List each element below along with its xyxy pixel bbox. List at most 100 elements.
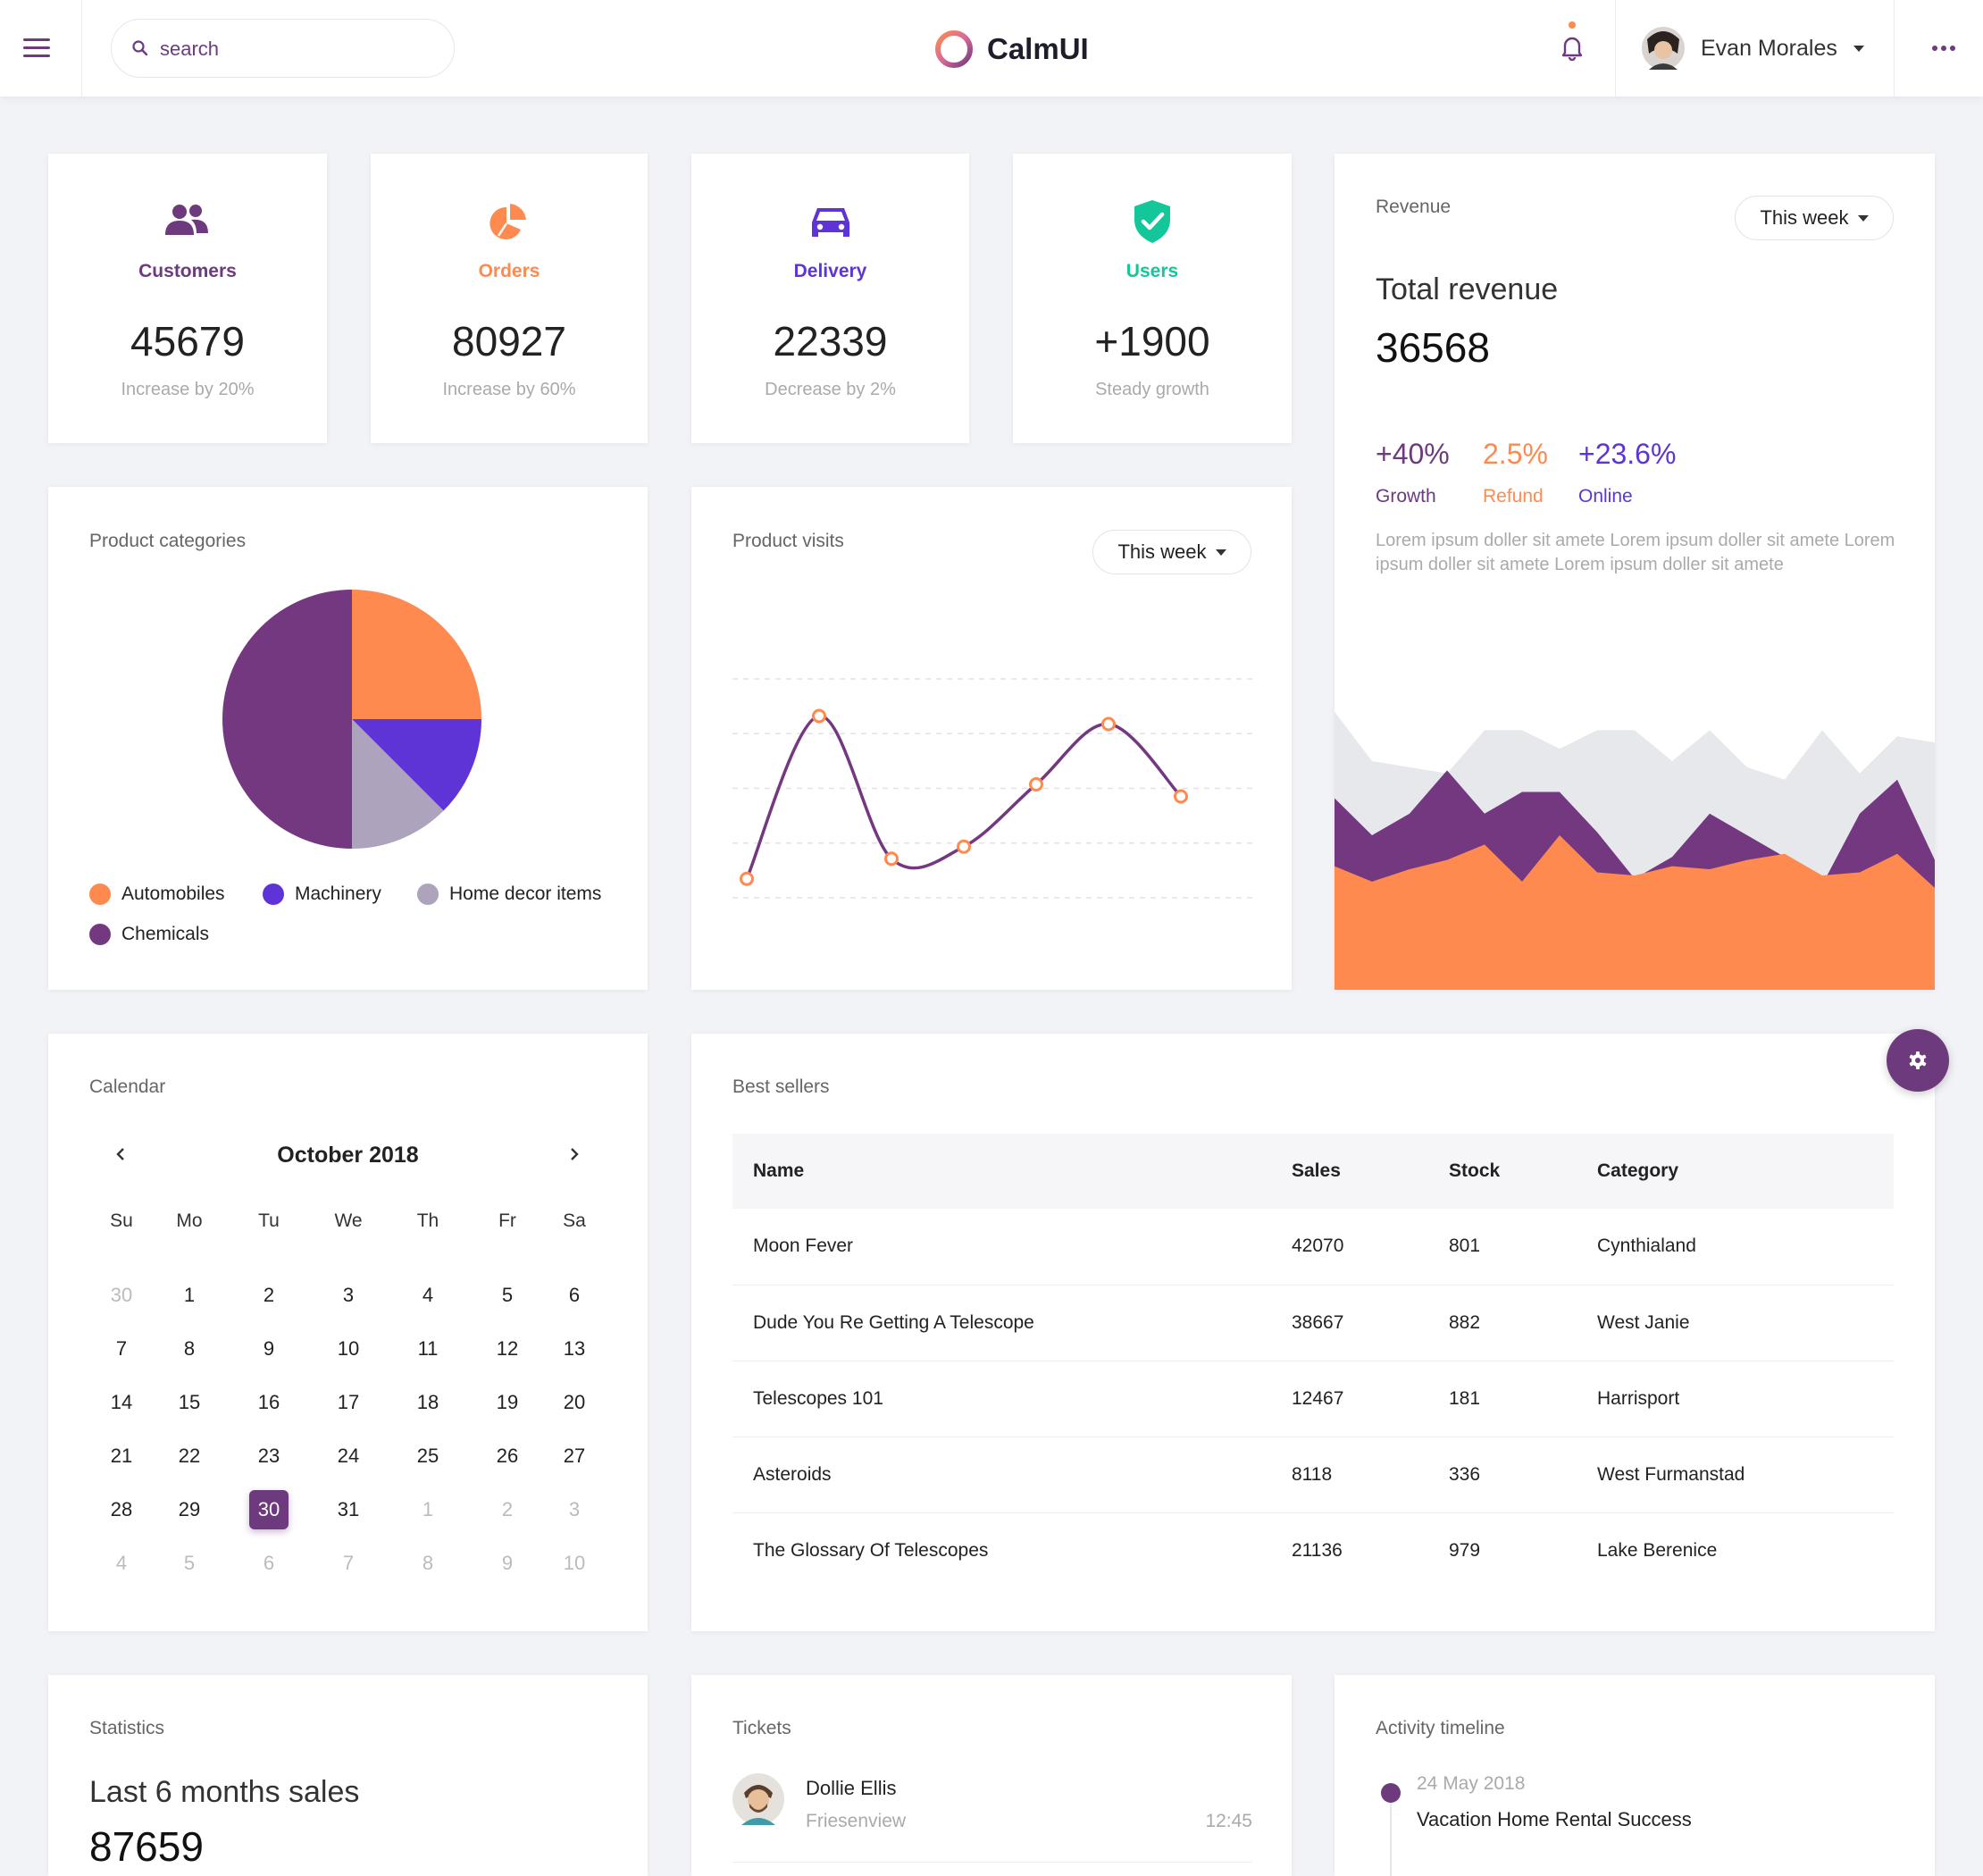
calendar-day[interactable]: 2 bbox=[263, 1284, 275, 1306]
metric-online-value: +23.6% bbox=[1578, 438, 1677, 470]
calendar-day[interactable]: 12 bbox=[496, 1337, 519, 1360]
cell-stock: 181 bbox=[1428, 1361, 1577, 1437]
area-series-3 bbox=[1335, 835, 1935, 990]
calendar-day[interactable]: 2 bbox=[501, 1498, 514, 1520]
tickets-card: Tickets Dollie Ellis Friesenview 12:45 bbox=[691, 1675, 1292, 1876]
calendar-day[interactable]: 19 bbox=[496, 1391, 519, 1413]
column-header-stock: Stock bbox=[1428, 1134, 1577, 1209]
more-options-icon[interactable] bbox=[1932, 46, 1955, 51]
metric-growth-value: +40% bbox=[1376, 438, 1450, 470]
calendar-day[interactable]: 7 bbox=[115, 1337, 128, 1360]
calendar-day[interactable]: 1 bbox=[183, 1284, 196, 1306]
pie-slice-home-decor-items[interactable] bbox=[352, 719, 444, 849]
menu-icon[interactable] bbox=[23, 38, 50, 58]
data-point[interactable] bbox=[957, 839, 971, 854]
data-point[interactable] bbox=[740, 871, 754, 886]
chevron-right-icon[interactable] bbox=[568, 1146, 581, 1162]
calendar-day[interactable]: 10 bbox=[337, 1337, 360, 1360]
calendar-day[interactable]: 26 bbox=[496, 1445, 519, 1467]
timeline-text[interactable]: Vacation Home Rental Success bbox=[1417, 1808, 1692, 1830]
brand-logo[interactable]: CalmUI bbox=[933, 29, 1089, 70]
calendar-day[interactable]: 30 bbox=[110, 1284, 133, 1306]
period-dropdown[interactable]: This week bbox=[1092, 530, 1251, 574]
table-row[interactable]: Moon Fever 42070 801 Cynthialand bbox=[732, 1209, 1894, 1286]
calendar-day[interactable]: 3 bbox=[342, 1284, 355, 1306]
data-point[interactable] bbox=[1029, 777, 1043, 791]
metric-refund-value: 2.5% bbox=[1483, 438, 1548, 470]
cell-sales: 42070 bbox=[1271, 1209, 1428, 1286]
data-point[interactable] bbox=[1101, 716, 1116, 732]
search-input[interactable] bbox=[160, 36, 428, 63]
calendar-day[interactable]: 17 bbox=[337, 1391, 360, 1413]
calendar-day[interactable]: 31 bbox=[337, 1498, 360, 1520]
calendar-day[interactable]: 1 bbox=[422, 1498, 434, 1520]
calendar-day[interactable]: 23 bbox=[257, 1445, 280, 1467]
calendar-day[interactable]: 5 bbox=[183, 1552, 196, 1574]
calendar-day[interactable]: 3 bbox=[568, 1498, 581, 1520]
calendar-day[interactable]: 7 bbox=[342, 1552, 355, 1574]
table-row[interactable]: Dude You Re Getting A Telescope 38667 88… bbox=[732, 1285, 1894, 1361]
calendar-day[interactable]: 4 bbox=[115, 1552, 128, 1574]
calendar-day-selected[interactable]: 30 bbox=[249, 1490, 289, 1529]
pie-slice-chemicals[interactable] bbox=[222, 590, 352, 849]
top-bar: CalmUI Evan Morales bbox=[0, 0, 1983, 96]
card-title: Revenue bbox=[1376, 197, 1452, 217]
calendar-day[interactable]: 29 bbox=[178, 1498, 201, 1520]
calendar-day[interactable]: 13 bbox=[563, 1337, 586, 1360]
calendar-day[interactable]: 18 bbox=[416, 1391, 439, 1413]
user-menu[interactable]: Evan Morales bbox=[1642, 27, 1864, 70]
pie-slice-automobiles[interactable] bbox=[352, 590, 481, 719]
legend-item: Machinery bbox=[263, 884, 381, 905]
table-row[interactable]: Telescopes 101 12467 181 Harrisport bbox=[732, 1361, 1894, 1437]
calendar-day[interactable]: 9 bbox=[263, 1337, 275, 1360]
calendar-day[interactable]: 4 bbox=[422, 1284, 434, 1306]
calendar-day[interactable]: 8 bbox=[183, 1337, 196, 1360]
calendar-day[interactable]: 11 bbox=[417, 1337, 439, 1360]
calendar-day[interactable]: 14 bbox=[110, 1391, 133, 1413]
calendar-day[interactable]: 24 bbox=[337, 1445, 360, 1467]
best-sellers-table: Name Sales Stock Category Moon Fever 420… bbox=[732, 1134, 1894, 1588]
stat-card-orders: Orders 80927 Increase by 60% bbox=[371, 154, 648, 443]
ticket-name: Dollie Ellis bbox=[806, 1777, 897, 1799]
ticket-time: 12:45 bbox=[1205, 1811, 1252, 1831]
calendar-day[interactable]: 15 bbox=[178, 1391, 201, 1413]
calendar-day[interactable]: 8 bbox=[422, 1552, 434, 1574]
metric-growth-label: Growth bbox=[1376, 486, 1436, 507]
pie-slice-machinery[interactable] bbox=[352, 719, 481, 811]
calendar-day[interactable]: 6 bbox=[568, 1284, 581, 1306]
calendar-day[interactable]: 10 bbox=[563, 1552, 586, 1574]
calendar-day[interactable]: 22 bbox=[178, 1445, 201, 1467]
card-title: Activity timeline bbox=[1376, 1718, 1505, 1738]
cell-stock: 979 bbox=[1449, 1539, 1481, 1561]
calendar-day[interactable]: 25 bbox=[416, 1445, 439, 1467]
notification-button[interactable] bbox=[1559, 20, 1586, 64]
revenue-total: 36568 bbox=[1376, 324, 1490, 371]
calendar-day[interactable]: 27 bbox=[563, 1445, 586, 1467]
statistics-card: Statistics Last 6 months sales 87659 bbox=[48, 1675, 648, 1876]
revenue-description: Lorem ipsum doller sit amete Lorem ipsum… bbox=[1376, 531, 1895, 574]
table-row[interactable]: The Glossary Of Telescopes 21136 979 Lak… bbox=[732, 1512, 1894, 1588]
ring-logo-icon bbox=[935, 30, 973, 68]
data-point[interactable] bbox=[884, 851, 899, 867]
legend-label: Home decor items bbox=[449, 884, 602, 904]
calendar-day[interactable]: 9 bbox=[501, 1552, 514, 1574]
calendar-day[interactable]: 5 bbox=[501, 1284, 514, 1306]
chevron-left-icon[interactable] bbox=[114, 1146, 127, 1162]
data-point[interactable] bbox=[1174, 789, 1188, 804]
data-point[interactable] bbox=[812, 708, 826, 724]
car-icon bbox=[812, 208, 849, 237]
period-dropdown[interactable]: This week bbox=[1735, 196, 1894, 240]
table-row[interactable]: Asteroids 8118 336 West Furmanstad bbox=[732, 1436, 1894, 1513]
calendar-day[interactable]: 6 bbox=[263, 1552, 275, 1574]
settings-button[interactable] bbox=[1887, 1029, 1949, 1092]
calendar-day[interactable]: 21 bbox=[110, 1445, 133, 1467]
legend-item: Automobiles bbox=[89, 884, 225, 905]
stat-card-users: Users +1900 Steady growth bbox=[1013, 154, 1292, 443]
ticket-item[interactable]: Dollie Ellis Friesenview 12:45 bbox=[732, 1773, 1252, 1863]
revenue-area-chart bbox=[1335, 711, 1935, 990]
calendar-day[interactable]: 20 bbox=[563, 1391, 586, 1413]
search-box[interactable] bbox=[111, 19, 455, 78]
calendar-day[interactable]: 16 bbox=[257, 1391, 280, 1413]
calendar-day[interactable]: 28 bbox=[110, 1498, 133, 1520]
weekday-label: Su bbox=[110, 1210, 133, 1231]
